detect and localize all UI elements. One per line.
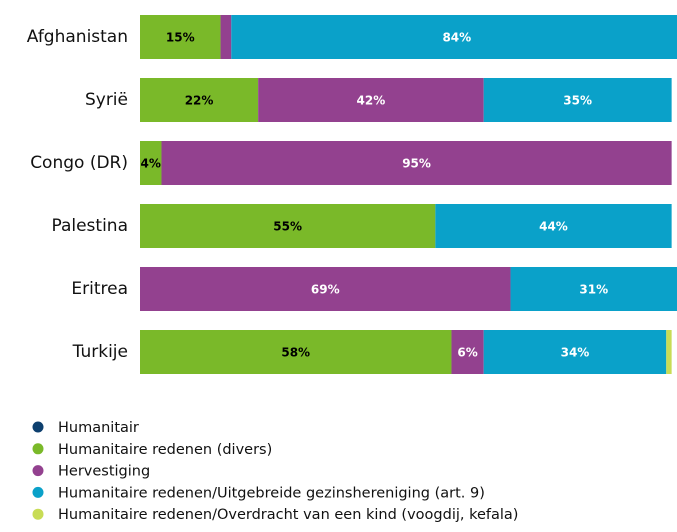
bar-segment [483, 78, 672, 122]
data-label: 69% [311, 283, 340, 297]
data-label: 35% [563, 94, 592, 108]
bar-segment [231, 15, 677, 59]
legend-label: Humanitair [58, 420, 139, 436]
data-label: 22% [185, 94, 214, 108]
category-label: Afghanistan [27, 27, 128, 47]
category-label: Turkije [72, 342, 128, 362]
data-label: 4% [141, 157, 161, 171]
bar-segment [220, 15, 232, 59]
legend-marker [32, 443, 44, 455]
legend-marker [32, 421, 44, 433]
category-label: Palestina [51, 216, 128, 236]
data-label: 55% [273, 220, 302, 234]
bar-segment [666, 330, 672, 374]
bar-segment [483, 330, 667, 374]
data-label: 42% [357, 94, 386, 108]
bar-segment [140, 15, 221, 59]
legend-marker [32, 465, 44, 477]
data-label: 58% [281, 346, 310, 360]
data-label: 15% [166, 31, 195, 45]
bar-segment [140, 141, 162, 185]
bar-segment [140, 267, 511, 311]
legend-label: Humanitaire redenen/Uitgebreide gezinshe… [58, 485, 485, 501]
bar-segment [161, 141, 672, 185]
data-label: 95% [402, 157, 431, 171]
data-label: 84% [442, 31, 471, 45]
data-label: 44% [539, 220, 568, 234]
bar-segment [140, 330, 452, 374]
category-label: Congo (DR) [30, 153, 128, 173]
bar-segment [258, 78, 484, 122]
data-label: 34% [561, 346, 590, 360]
legend-marker [32, 486, 44, 498]
legend-label: Humanitaire redenen (divers) [58, 442, 272, 458]
bar-segment [435, 204, 672, 248]
category-label: Eritrea [71, 279, 128, 299]
legend-marker [32, 508, 44, 520]
category-label: Syrië [85, 90, 128, 110]
data-label: 31% [579, 283, 608, 297]
data-label: 6% [457, 346, 477, 360]
bar-segment [140, 204, 436, 248]
bar-segment [140, 78, 259, 122]
legend-label: Humanitaire redenen/Overdracht van een k… [58, 507, 518, 523]
bar-segment [510, 267, 677, 311]
legend-label: Hervestiging [58, 464, 150, 480]
bar-segment [451, 330, 484, 374]
